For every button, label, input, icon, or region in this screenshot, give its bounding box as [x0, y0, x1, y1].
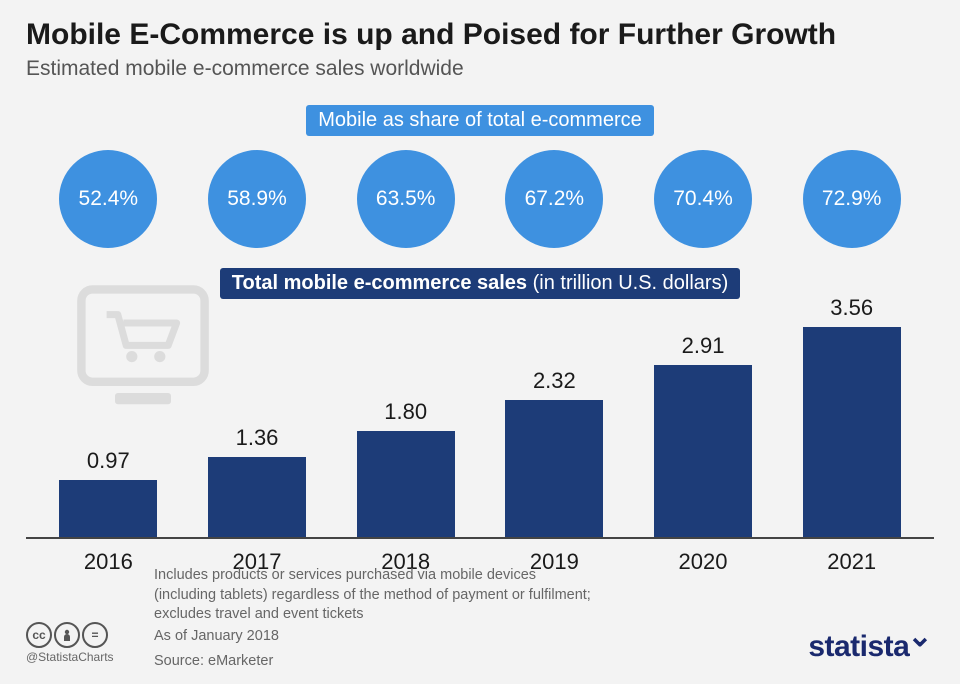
bar-col: 1.80: [331, 399, 480, 537]
note-line: Includes products or services purchased …: [154, 566, 714, 586]
note-line: (including tablets) regardless of the me…: [154, 586, 714, 606]
bar: [505, 400, 603, 537]
share-circle: 67.2%: [505, 150, 603, 248]
circle-col: 67.2%: [480, 150, 629, 248]
bar-col: 1.36: [183, 425, 332, 537]
share-circle: 52.4%: [59, 150, 157, 248]
footnotes: Includes products or services purchased …: [154, 566, 714, 672]
bar: [654, 365, 752, 537]
bar-col: 2.91: [629, 333, 778, 537]
nd-icon: =: [82, 622, 108, 648]
statista-logo: statista⌄: [808, 629, 934, 664]
chart-subtitle: Estimated mobile e-commerce sales worldw…: [26, 57, 934, 81]
circle-col: 70.4%: [629, 150, 778, 248]
license-block: cc = @StatistaCharts: [26, 622, 114, 664]
circle-col: 58.9%: [183, 150, 332, 248]
bar: [208, 457, 306, 537]
share-circle: 70.4%: [654, 150, 752, 248]
bar-value-label: 1.36: [236, 425, 279, 451]
bar-value-label: 2.32: [533, 368, 576, 394]
bar-value-label: 3.56: [830, 295, 873, 321]
share-legend-pill: Mobile as share of total e-commerce: [306, 105, 653, 136]
bar: [357, 431, 455, 537]
bars-row: 0.971.361.802.322.913.56: [26, 299, 934, 539]
by-icon: [54, 622, 80, 648]
circle-col: 63.5%: [331, 150, 480, 248]
circle-col: 72.9%: [777, 150, 926, 248]
cc-icon: cc: [26, 622, 52, 648]
share-circle: 63.5%: [357, 150, 455, 248]
bar: [59, 480, 157, 537]
cc-handle: @StatistaCharts: [26, 650, 114, 664]
circles-row: 52.4% 58.9% 63.5% 67.2% 70.4% 72.9%: [26, 150, 934, 248]
source-line: Source: eMarketer: [154, 652, 714, 672]
bar-value-label: 1.80: [384, 399, 427, 425]
bar-chart: 0.97 1.36 1.80 2.32 2.91 3.56: [26, 291, 934, 539]
circle-col: 52.4%: [34, 150, 183, 248]
share-circle: 58.9%: [208, 150, 306, 248]
asof-line: As of January 2018: [154, 627, 714, 647]
bar-col: 0.97: [34, 448, 183, 537]
bar-col: 3.56: [777, 295, 926, 537]
bar: [803, 327, 901, 537]
bar-col: 2.32: [480, 368, 629, 537]
bar-value-label: 2.91: [682, 333, 725, 359]
chart-title: Mobile E-Commerce is up and Poised for F…: [26, 18, 934, 51]
bar-value-label: 0.97: [87, 448, 130, 474]
note-line: excludes travel and event tickets: [154, 605, 714, 625]
share-circle: 72.9%: [803, 150, 901, 248]
